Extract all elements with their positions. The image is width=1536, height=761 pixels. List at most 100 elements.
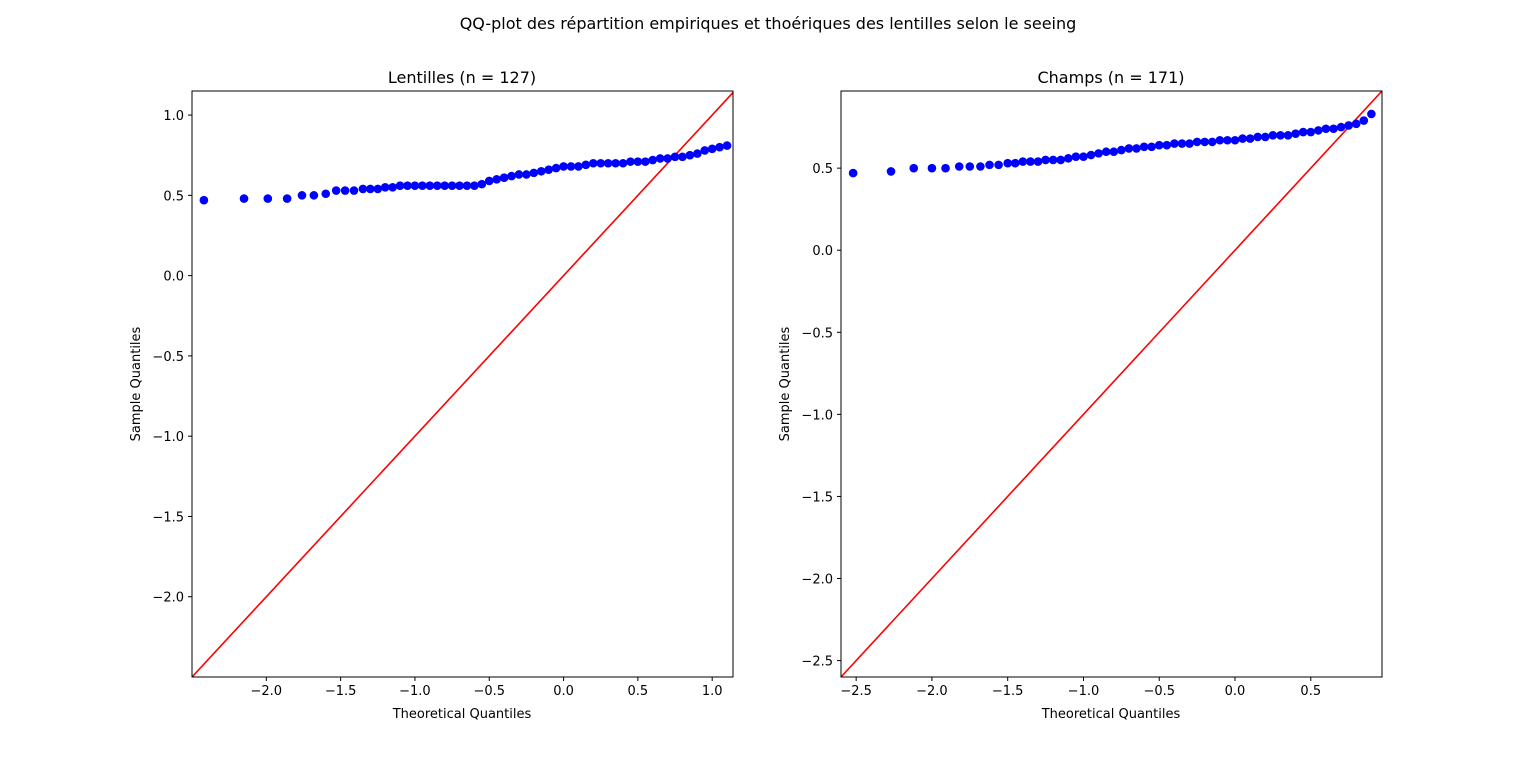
data-point	[965, 162, 975, 171]
data-point	[1094, 149, 1103, 158]
data-point	[1261, 132, 1270, 142]
data-point	[596, 158, 606, 168]
data-point	[1010, 158, 1020, 168]
x-tick-label: −2.5	[840, 684, 872, 699]
data-point	[1223, 135, 1232, 145]
data-point	[1139, 142, 1149, 152]
data-point	[499, 173, 509, 182]
x-tick-label: −1.5	[992, 684, 1024, 699]
data-point	[566, 162, 576, 171]
subplot-title: Lentilles (n = 127)	[388, 68, 536, 87]
data-point	[1291, 129, 1300, 138]
data-point	[941, 163, 950, 173]
y-tick-label: −0.5	[152, 350, 184, 365]
y-tick-label: 0.5	[812, 162, 833, 177]
data-point	[455, 181, 464, 191]
data-point	[522, 170, 531, 179]
data-point	[1132, 144, 1141, 153]
data-point	[462, 181, 472, 191]
data-point	[297, 191, 307, 200]
y-tick-label: −1.5	[152, 510, 184, 525]
data-point	[1154, 140, 1164, 150]
data-point	[1048, 155, 1058, 165]
data-point	[626, 157, 635, 166]
data-point	[655, 154, 665, 163]
data-point	[1018, 157, 1028, 166]
data-point	[1064, 154, 1073, 163]
data-point	[715, 142, 724, 152]
data-point	[994, 160, 1003, 170]
data-point	[685, 150, 695, 160]
x-tick-label: 1.0	[702, 684, 723, 699]
data-point	[1329, 124, 1338, 134]
data-point	[447, 181, 457, 191]
data-point	[470, 181, 479, 191]
y-tick-label: −2.5	[801, 655, 833, 670]
x-tick-label: −2.0	[916, 684, 948, 699]
data-point	[349, 186, 359, 195]
data-point	[1367, 109, 1376, 119]
data-point	[536, 166, 546, 176]
subplot-champs: Champs (n = 171) Theoretical Quantiles S…	[778, 68, 1383, 722]
y-tick-label: 1.0	[163, 109, 184, 124]
x-tick-label: 0.0	[1225, 684, 1246, 699]
data-point	[1117, 145, 1126, 155]
y-tick-label: 0.0	[163, 270, 184, 285]
data-point	[1207, 137, 1217, 147]
subplot-title: Champs (n = 171)	[1037, 68, 1184, 87]
data-point	[432, 181, 442, 191]
data-point	[340, 186, 350, 195]
data-point	[358, 184, 368, 194]
y-tick-label: −2.0	[801, 573, 833, 588]
data-point	[559, 162, 568, 171]
data-point	[641, 157, 650, 166]
data-point	[403, 181, 412, 191]
data-point	[529, 168, 539, 178]
data-point	[1351, 119, 1361, 129]
data-point	[954, 162, 964, 171]
data-point	[722, 141, 732, 150]
data-point	[707, 144, 717, 154]
reference-line	[841, 91, 1382, 677]
data-point	[1109, 147, 1119, 157]
data-point	[1056, 155, 1066, 165]
data-point	[1359, 116, 1369, 125]
data-point	[1162, 140, 1172, 150]
y-axis-label: Sample Quantiles	[778, 326, 793, 441]
data-point	[603, 158, 613, 168]
data-point	[418, 181, 427, 191]
data-point	[848, 168, 858, 178]
data-point	[1003, 158, 1012, 168]
data-point	[1344, 121, 1353, 130]
data-point	[648, 155, 658, 165]
data-point	[1026, 157, 1035, 166]
data-point	[1147, 142, 1156, 152]
data-point	[909, 163, 919, 173]
x-tick-label: −0.5	[473, 684, 505, 699]
reference-line	[192, 92, 733, 677]
data-point	[574, 162, 583, 171]
data-point	[1101, 147, 1111, 157]
data-point	[1192, 137, 1202, 147]
x-axis-label: Theoretical Quantiles	[392, 707, 532, 722]
y-tick-label: 0.0	[812, 244, 833, 259]
x-axis-label: Theoretical Quantiles	[1041, 707, 1181, 722]
figure-suptitle: QQ-plot des répartition empiriques et th…	[460, 14, 1077, 33]
data-point	[588, 158, 598, 168]
data-point	[700, 146, 710, 155]
data-point	[440, 181, 449, 191]
data-point	[1200, 137, 1209, 147]
x-tick-label: 0.5	[628, 684, 649, 699]
data-point	[477, 179, 487, 189]
data-point	[670, 152, 680, 162]
data-point	[633, 157, 643, 166]
data-point	[1298, 127, 1308, 137]
data-point	[380, 183, 390, 192]
data-point	[663, 154, 672, 163]
data-point	[514, 170, 524, 179]
data-point	[1086, 150, 1096, 160]
subplot-lentilles: Lentilles (n = 127) Theoretical Quantile…	[129, 68, 734, 722]
data-point	[985, 160, 994, 170]
data-point	[282, 194, 292, 203]
data-point	[321, 189, 331, 199]
